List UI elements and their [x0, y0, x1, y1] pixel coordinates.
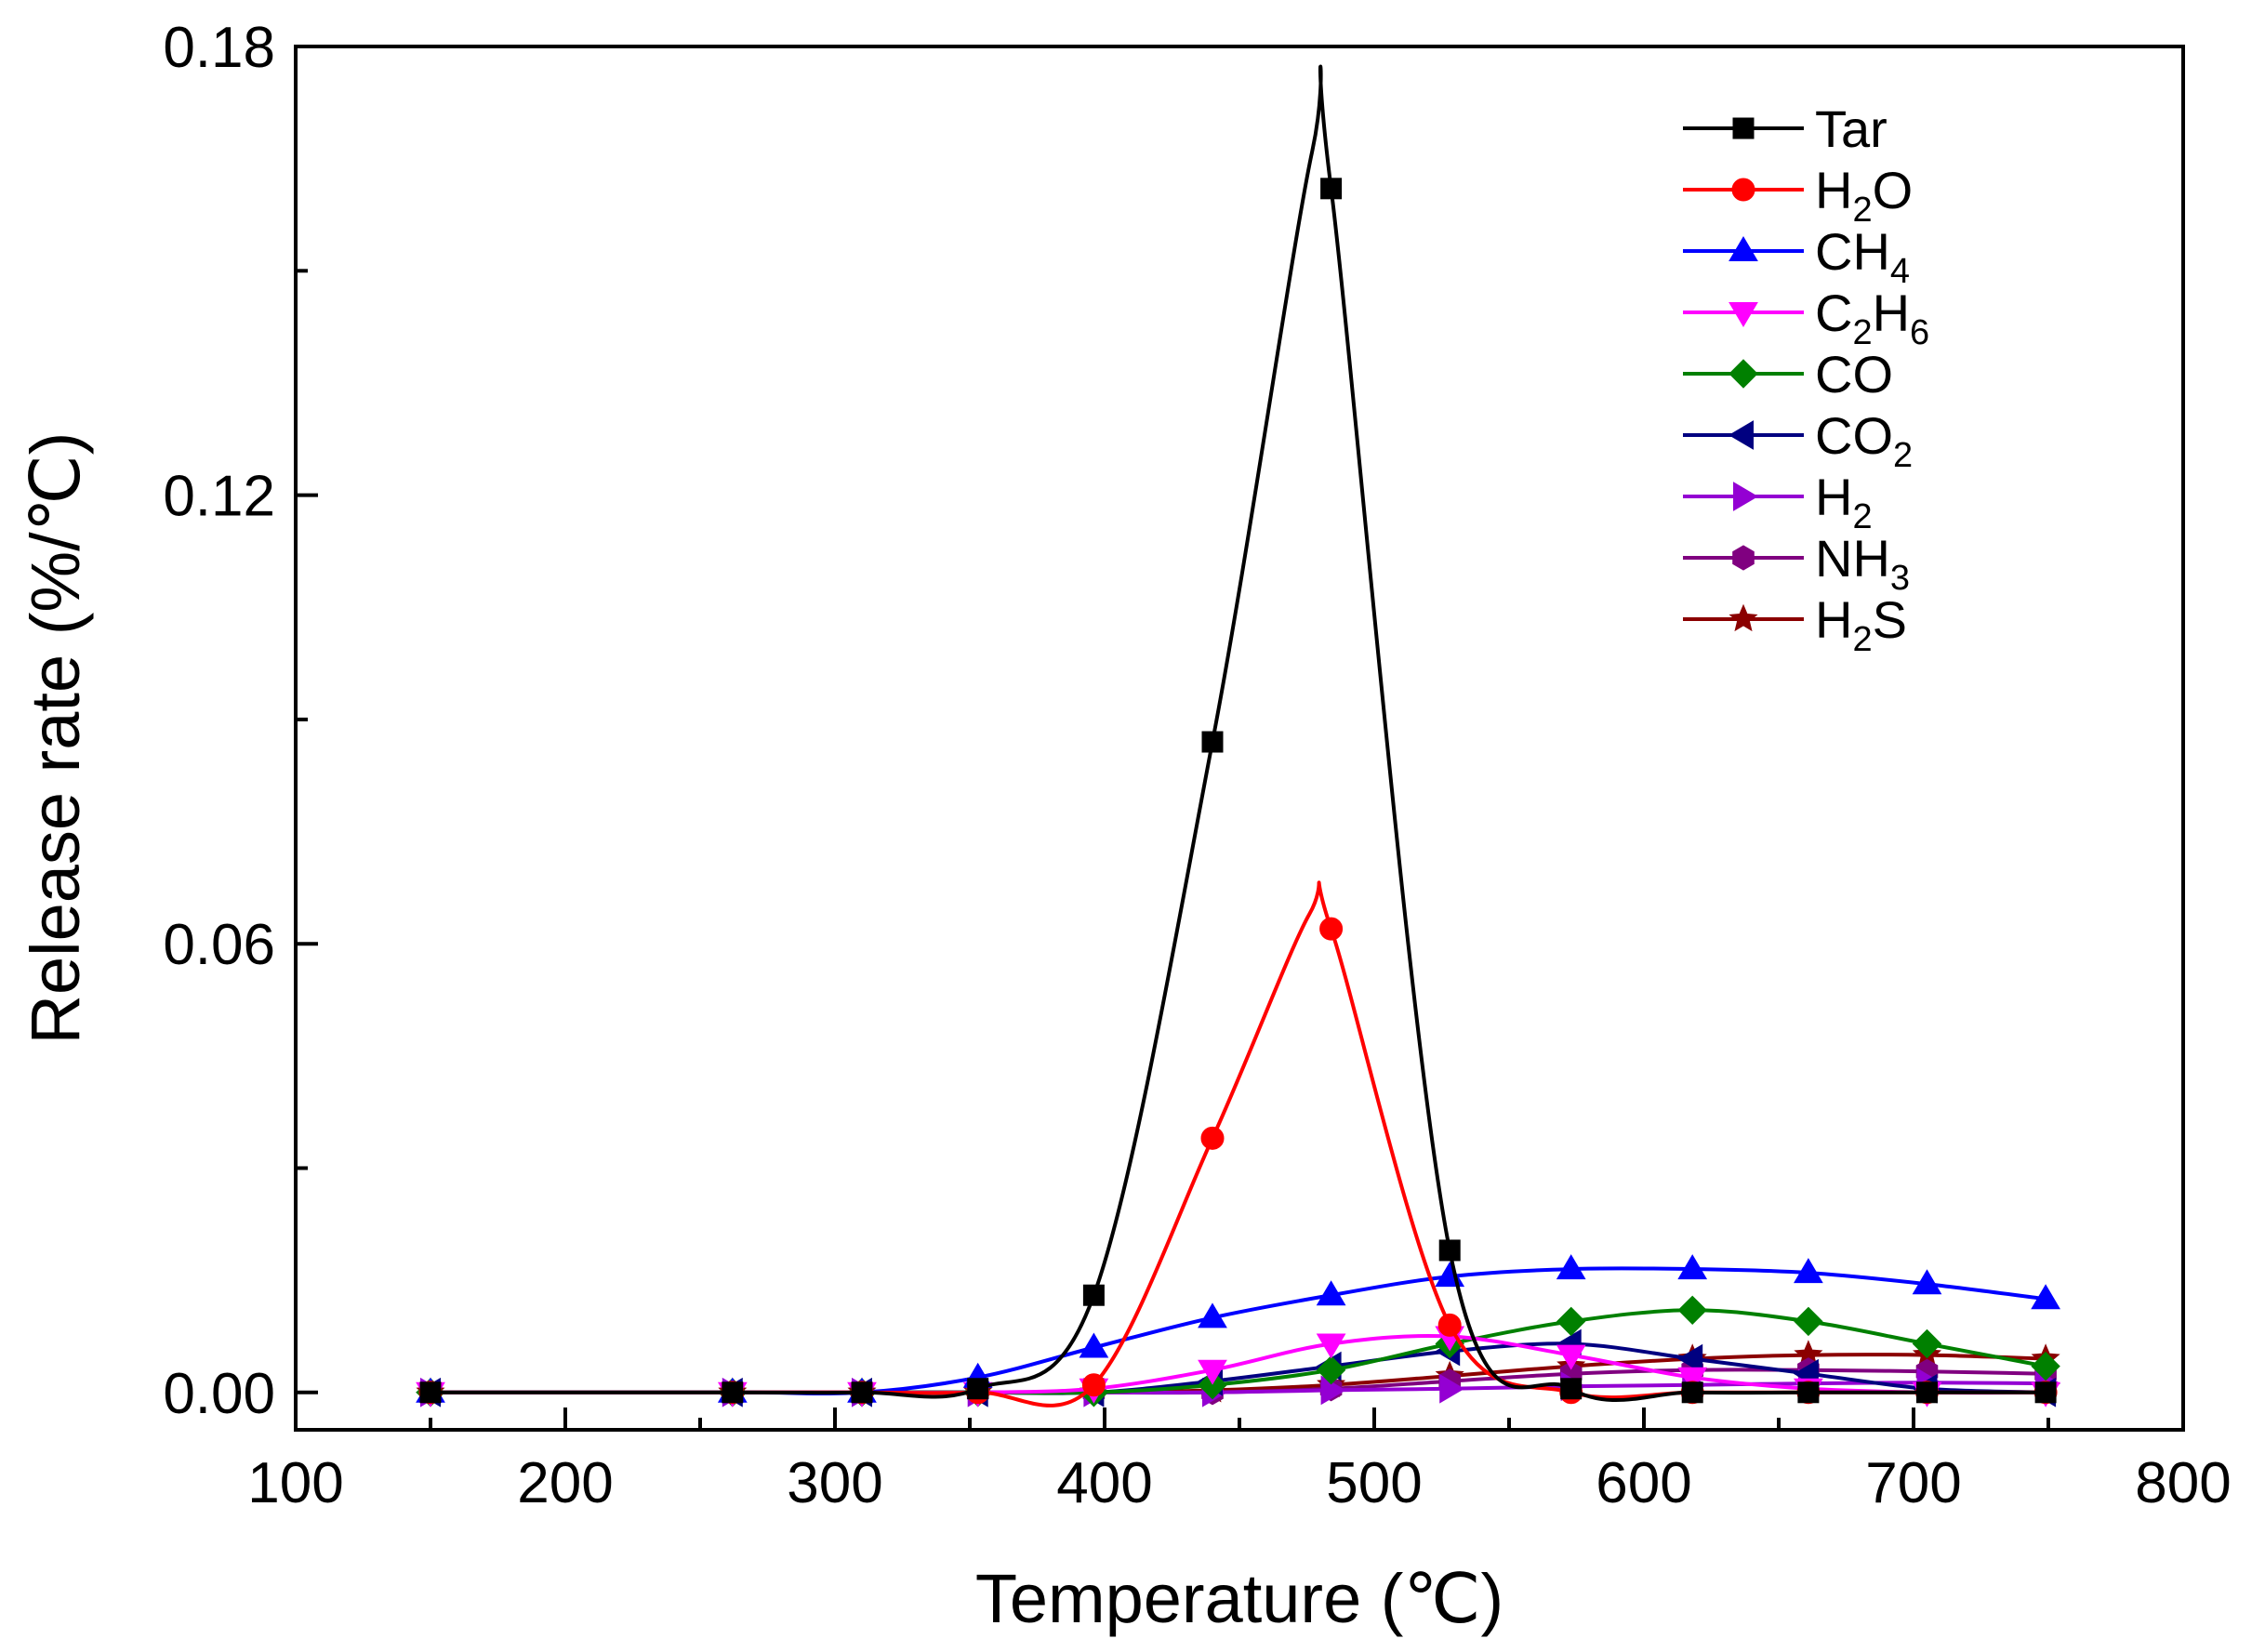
- legend-label: H2: [1815, 468, 1873, 536]
- legend-item-h2o: H2O: [1683, 161, 1913, 230]
- legend-item-h2: H2: [1683, 468, 1873, 536]
- legend-marker: [1731, 178, 1755, 202]
- data-point-tar: [851, 1381, 873, 1404]
- data-point-c2h6: [1556, 1344, 1586, 1370]
- series-layer: [416, 64, 2061, 1408]
- legend-marker: [1729, 359, 1758, 389]
- data-point-h2o: [1437, 1313, 1462, 1337]
- data-point-c2h6: [1316, 1333, 1346, 1359]
- data-point-ch4: [1677, 1254, 1708, 1280]
- data-point-tar: [1916, 1381, 1938, 1404]
- data-point-co: [2031, 1351, 2060, 1381]
- data-point-tar: [419, 1381, 442, 1404]
- y-axis: 0.00 0.06 0.12 0.18: [163, 16, 318, 1426]
- data-point-c2h6: [1677, 1367, 1708, 1393]
- x-axis: 100 200 300 400 500 600 700 800: [247, 1408, 2232, 1515]
- legend-item-ch4: CH4: [1683, 222, 1910, 291]
- data-point-tar: [1797, 1381, 1820, 1404]
- data-point-h2: [1439, 1373, 1465, 1404]
- legend-item-h2s: H2S: [1683, 590, 1907, 659]
- data-point-ch4: [1079, 1332, 1109, 1358]
- legend-label: CO2: [1815, 406, 1913, 475]
- data-point-tar: [2034, 1381, 2057, 1404]
- x-tick-label: 700: [1865, 1451, 1961, 1515]
- legend-marker: [1729, 302, 1758, 327]
- x-tick-label: 400: [1056, 1451, 1152, 1515]
- data-point-co: [1912, 1328, 1942, 1359]
- series-tar: [419, 64, 2057, 1404]
- legend-label: H2S: [1815, 590, 1907, 659]
- legend-marker: [1729, 420, 1754, 450]
- data-point-tar: [1560, 1378, 1583, 1400]
- legend-marker: [1732, 545, 1755, 571]
- data-point-h2o: [1200, 1126, 1225, 1150]
- x-tick-label: 100: [247, 1451, 343, 1515]
- data-point-co: [1556, 1306, 1586, 1337]
- y-axis-title: Release rate (%/℃): [17, 432, 94, 1045]
- x-axis-title: Temperature (℃): [975, 1560, 1503, 1637]
- data-point-co2: [1677, 1343, 1703, 1374]
- data-point-ch4: [1316, 1280, 1346, 1306]
- legend-item-tar: Tar: [1683, 99, 1888, 158]
- data-point-tar: [1681, 1381, 1703, 1404]
- legend-label: Tar: [1815, 99, 1888, 158]
- data-point-c2h6: [1198, 1359, 1227, 1385]
- legend-item-c2h6: C2H6: [1683, 284, 1929, 352]
- legend-item-nh3: NH3: [1683, 529, 1910, 598]
- x-tick-label: 300: [787, 1451, 882, 1515]
- legend-marker: [1733, 482, 1758, 511]
- x-tick-label: 200: [517, 1451, 613, 1515]
- legend-marker: [1729, 236, 1758, 261]
- data-point-tar: [1201, 731, 1224, 753]
- x-tick-label: 800: [2135, 1451, 2231, 1515]
- data-point-ch4: [1198, 1302, 1227, 1328]
- data-point-tar: [967, 1378, 989, 1400]
- data-point-ch4: [1556, 1254, 1586, 1280]
- data-point-ch4: [1912, 1269, 1942, 1295]
- data-point-co: [1316, 1355, 1346, 1385]
- legend-item-co: CO: [1683, 345, 1893, 403]
- y-tick-label: 0.12: [163, 465, 275, 529]
- data-point-co: [1677, 1295, 1707, 1326]
- legend-label: C2H6: [1815, 284, 1929, 352]
- legend-marker: [1732, 117, 1755, 139]
- data-point-h2o: [1319, 917, 1344, 941]
- legend-label: H2O: [1815, 161, 1913, 230]
- data-point-co: [1198, 1369, 1227, 1400]
- x-tick-label: 500: [1326, 1451, 1422, 1515]
- y-tick-label: 0.06: [163, 913, 275, 977]
- data-point-ch4: [1794, 1258, 1823, 1284]
- legend-marker: [1729, 603, 1758, 632]
- data-point-co: [1794, 1306, 1823, 1337]
- x-tick-label: 600: [1596, 1451, 1691, 1515]
- data-point-tar: [1438, 1239, 1461, 1262]
- y-tick-label: 0.18: [163, 16, 275, 80]
- data-point-tar: [722, 1381, 744, 1404]
- data-point-tar: [1082, 1284, 1105, 1306]
- data-point-h2: [1320, 1375, 1346, 1406]
- legend-item-co2: CO2: [1683, 406, 1913, 475]
- y-tick-label: 0.00: [163, 1362, 275, 1426]
- data-point-ch4: [2031, 1284, 2060, 1310]
- legend-label: CO: [1815, 345, 1893, 403]
- legend-label: NH3: [1815, 529, 1910, 598]
- data-point-h2o: [1081, 1373, 1106, 1397]
- legend-label: CH4: [1815, 222, 1910, 291]
- data-point-tar: [1320, 178, 1343, 200]
